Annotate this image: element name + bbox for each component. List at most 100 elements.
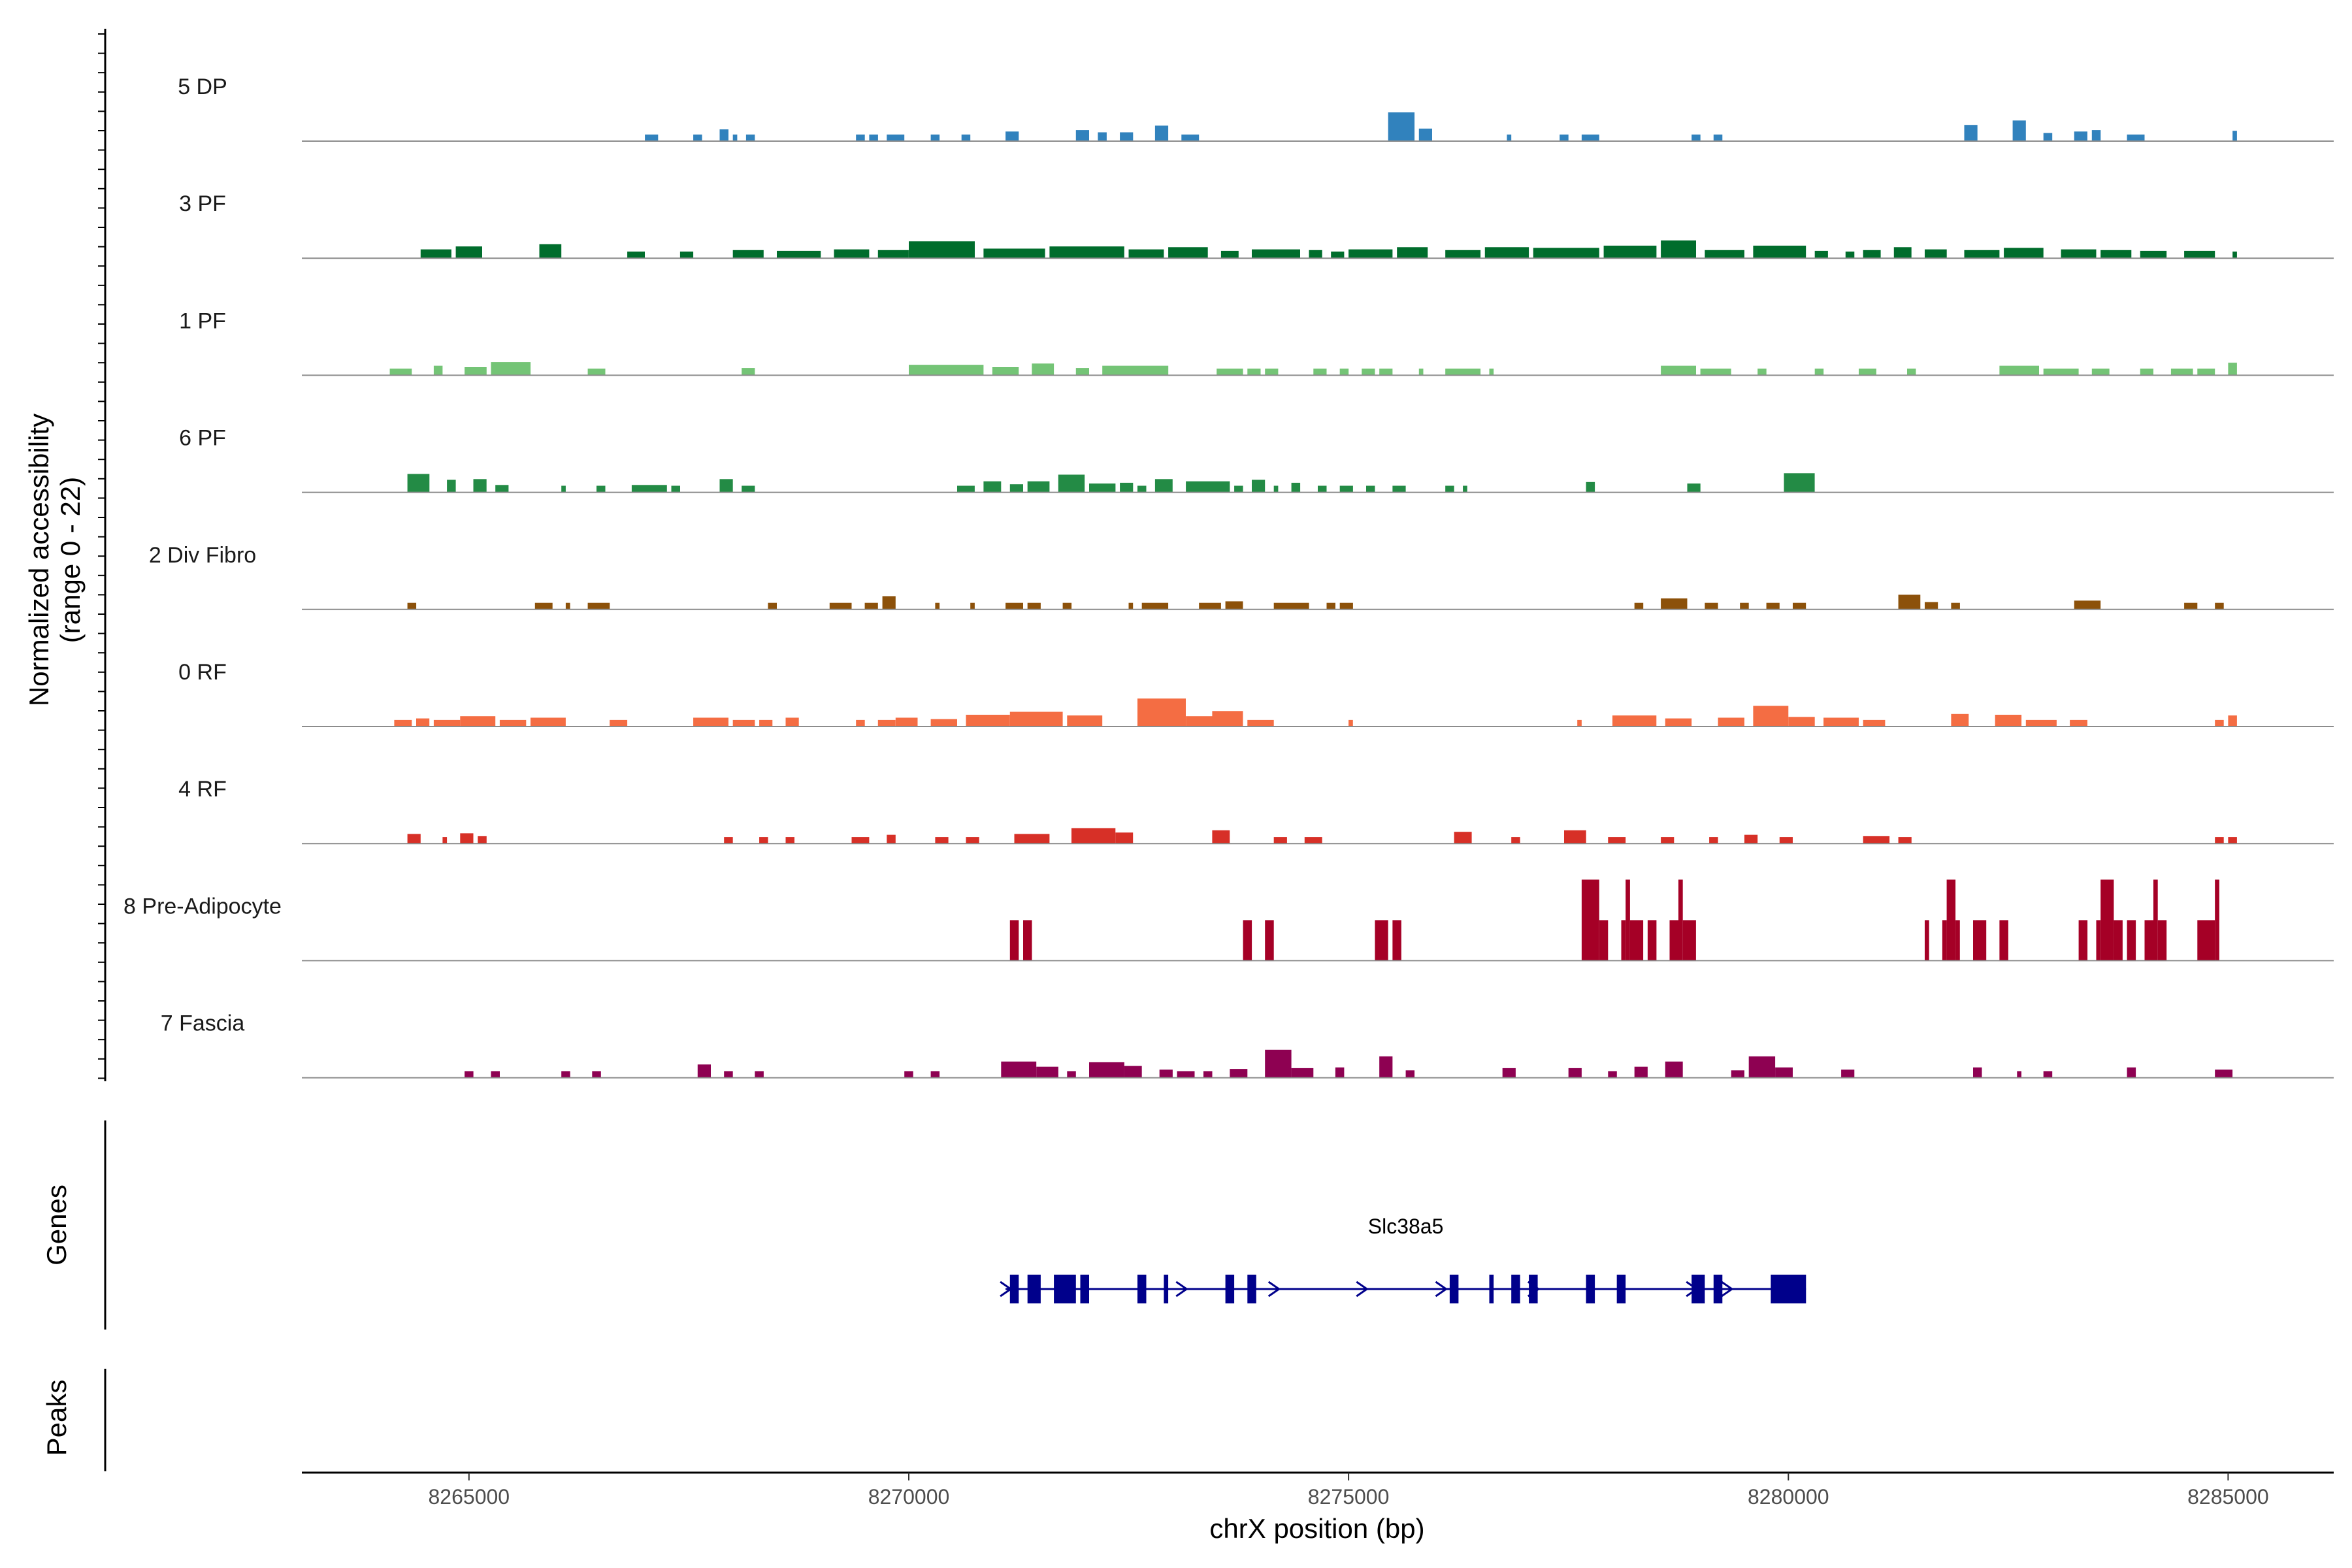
track-label: 1 PF <box>179 308 226 333</box>
coverage-bar <box>732 134 738 141</box>
coverage-bar <box>1128 602 1134 610</box>
coverage-bar <box>1612 715 1657 727</box>
coverage-bar <box>1951 602 1960 610</box>
coverage-bar <box>992 367 1019 376</box>
coverage-bar <box>627 252 645 259</box>
coverage-bar <box>1186 716 1213 727</box>
coverage-bar <box>1629 920 1644 961</box>
coverage-bar <box>1586 482 1595 493</box>
coverage-bar <box>1731 1070 1744 1078</box>
coverage-bar <box>851 837 870 844</box>
coverage-bar <box>1599 920 1609 961</box>
coverage-bar <box>719 129 728 141</box>
coverage-bar <box>1203 1071 1213 1078</box>
track-label: 7 Fascia <box>161 1011 245 1036</box>
coverage-bar <box>1049 246 1124 259</box>
coverage-bar <box>1009 711 1063 727</box>
coverage-bar <box>742 485 755 493</box>
coverage-bar <box>1779 837 1793 844</box>
coverage-bar <box>834 249 870 259</box>
coverage-bar <box>1823 717 1859 727</box>
coverage-bar <box>1124 1066 1142 1078</box>
coverage-bar <box>407 474 430 493</box>
coverage-bar <box>1005 131 1019 141</box>
coverage-bar <box>904 1071 913 1078</box>
coverage-bar <box>407 834 421 844</box>
gene-exon <box>1137 1275 1147 1303</box>
coverage-bar <box>1463 485 1467 493</box>
coverage-bar <box>742 368 755 376</box>
coverage-bar <box>1705 250 1744 259</box>
coverage-bar <box>2127 134 2145 141</box>
position-axis: 8265000 8270000 8275000 8280000 8285000 <box>302 1471 2334 1509</box>
y-axis-title-line1: Normalized accessibility <box>24 414 54 706</box>
coverage-bar <box>966 837 979 844</box>
coverage-bar <box>957 485 975 493</box>
coverage-bar <box>759 837 768 844</box>
coverage-bar <box>1893 247 1912 259</box>
coverage-bar <box>671 485 680 493</box>
coverage-bar <box>2012 120 2026 141</box>
gene-exon <box>1489 1275 1494 1303</box>
coverage-bar <box>1273 485 1279 493</box>
coverage-bar <box>864 602 878 610</box>
coverage-bar <box>2043 133 2053 141</box>
coverage-bar <box>433 719 461 727</box>
coverage-bar <box>1788 717 1815 727</box>
coverage-bar <box>2100 879 2114 961</box>
coverage-bar <box>1713 134 1723 141</box>
coverage-bar <box>1252 249 1300 259</box>
coverage-bar <box>1405 1070 1415 1078</box>
coverage-bar <box>1243 920 1252 961</box>
track-label: 2 Div Fibro <box>149 543 256 568</box>
gene-exon <box>1225 1275 1235 1303</box>
coverage-bar <box>1089 483 1116 493</box>
coverage-bar <box>2197 368 2215 376</box>
coverage-bar <box>1511 837 1520 844</box>
coverage-bar <box>491 1071 500 1078</box>
coverage-bar <box>2070 719 2087 727</box>
coverage-bar <box>2061 249 2097 259</box>
coverage-bar <box>1581 134 1599 141</box>
coverage-bar <box>887 134 905 141</box>
coverage-bar <box>2215 719 2224 727</box>
coverage-bar <box>561 1071 570 1078</box>
strand-arrow <box>1175 1281 1188 1298</box>
strand-arrow <box>1721 1281 1734 1298</box>
coverage-bar <box>1141 602 1169 610</box>
coverage-bar <box>1339 602 1353 610</box>
coverage-bar <box>1234 485 1243 493</box>
coverage-bar <box>473 479 487 493</box>
coverage-tracks: 5 DP 3 PF 1 PF 6 PF 2 Div Fibro 0 RF 4 RF 8 Pre… <box>123 74 2334 1079</box>
gene-exon <box>1771 1275 1806 1303</box>
gene-label: Slc38a5 <box>1368 1215 1444 1238</box>
coverage-bar <box>877 250 909 259</box>
coverage-bar <box>465 367 487 376</box>
coverage-bar <box>587 368 606 376</box>
y-axis-title-line2: (range 0 - 22) <box>55 477 86 643</box>
coverage-bar <box>1533 248 1599 259</box>
coverage-bar <box>1661 365 1696 376</box>
coverage-bar <box>1265 368 1279 376</box>
gene-exon <box>1691 1275 1705 1303</box>
coverage-bar <box>1964 250 2000 259</box>
coverage-bar <box>1753 246 1806 259</box>
coverage-bar <box>1027 481 1050 493</box>
coverage-bar <box>1814 368 1824 376</box>
coverage-bar <box>2114 920 2123 961</box>
coverage-bar <box>1067 1071 1076 1078</box>
coverage-bar <box>983 481 1002 493</box>
gene-exon <box>1586 1275 1595 1303</box>
strand-arrow <box>1356 1281 1369 1298</box>
coverage-bar <box>930 719 957 727</box>
coverage-bar <box>1748 1056 1776 1078</box>
gene-exon <box>1449 1275 1459 1303</box>
coverage-bar <box>785 837 794 844</box>
coverage-bar <box>1098 132 1107 141</box>
track-7: 4 RF <box>178 777 2334 845</box>
genes-panel: Slc38a5 <box>104 1120 1806 1330</box>
coverage-bar <box>1718 717 1744 727</box>
coverage-bar <box>961 134 971 141</box>
coverage-bar <box>1326 602 1335 610</box>
coverage-bar <box>909 241 975 259</box>
